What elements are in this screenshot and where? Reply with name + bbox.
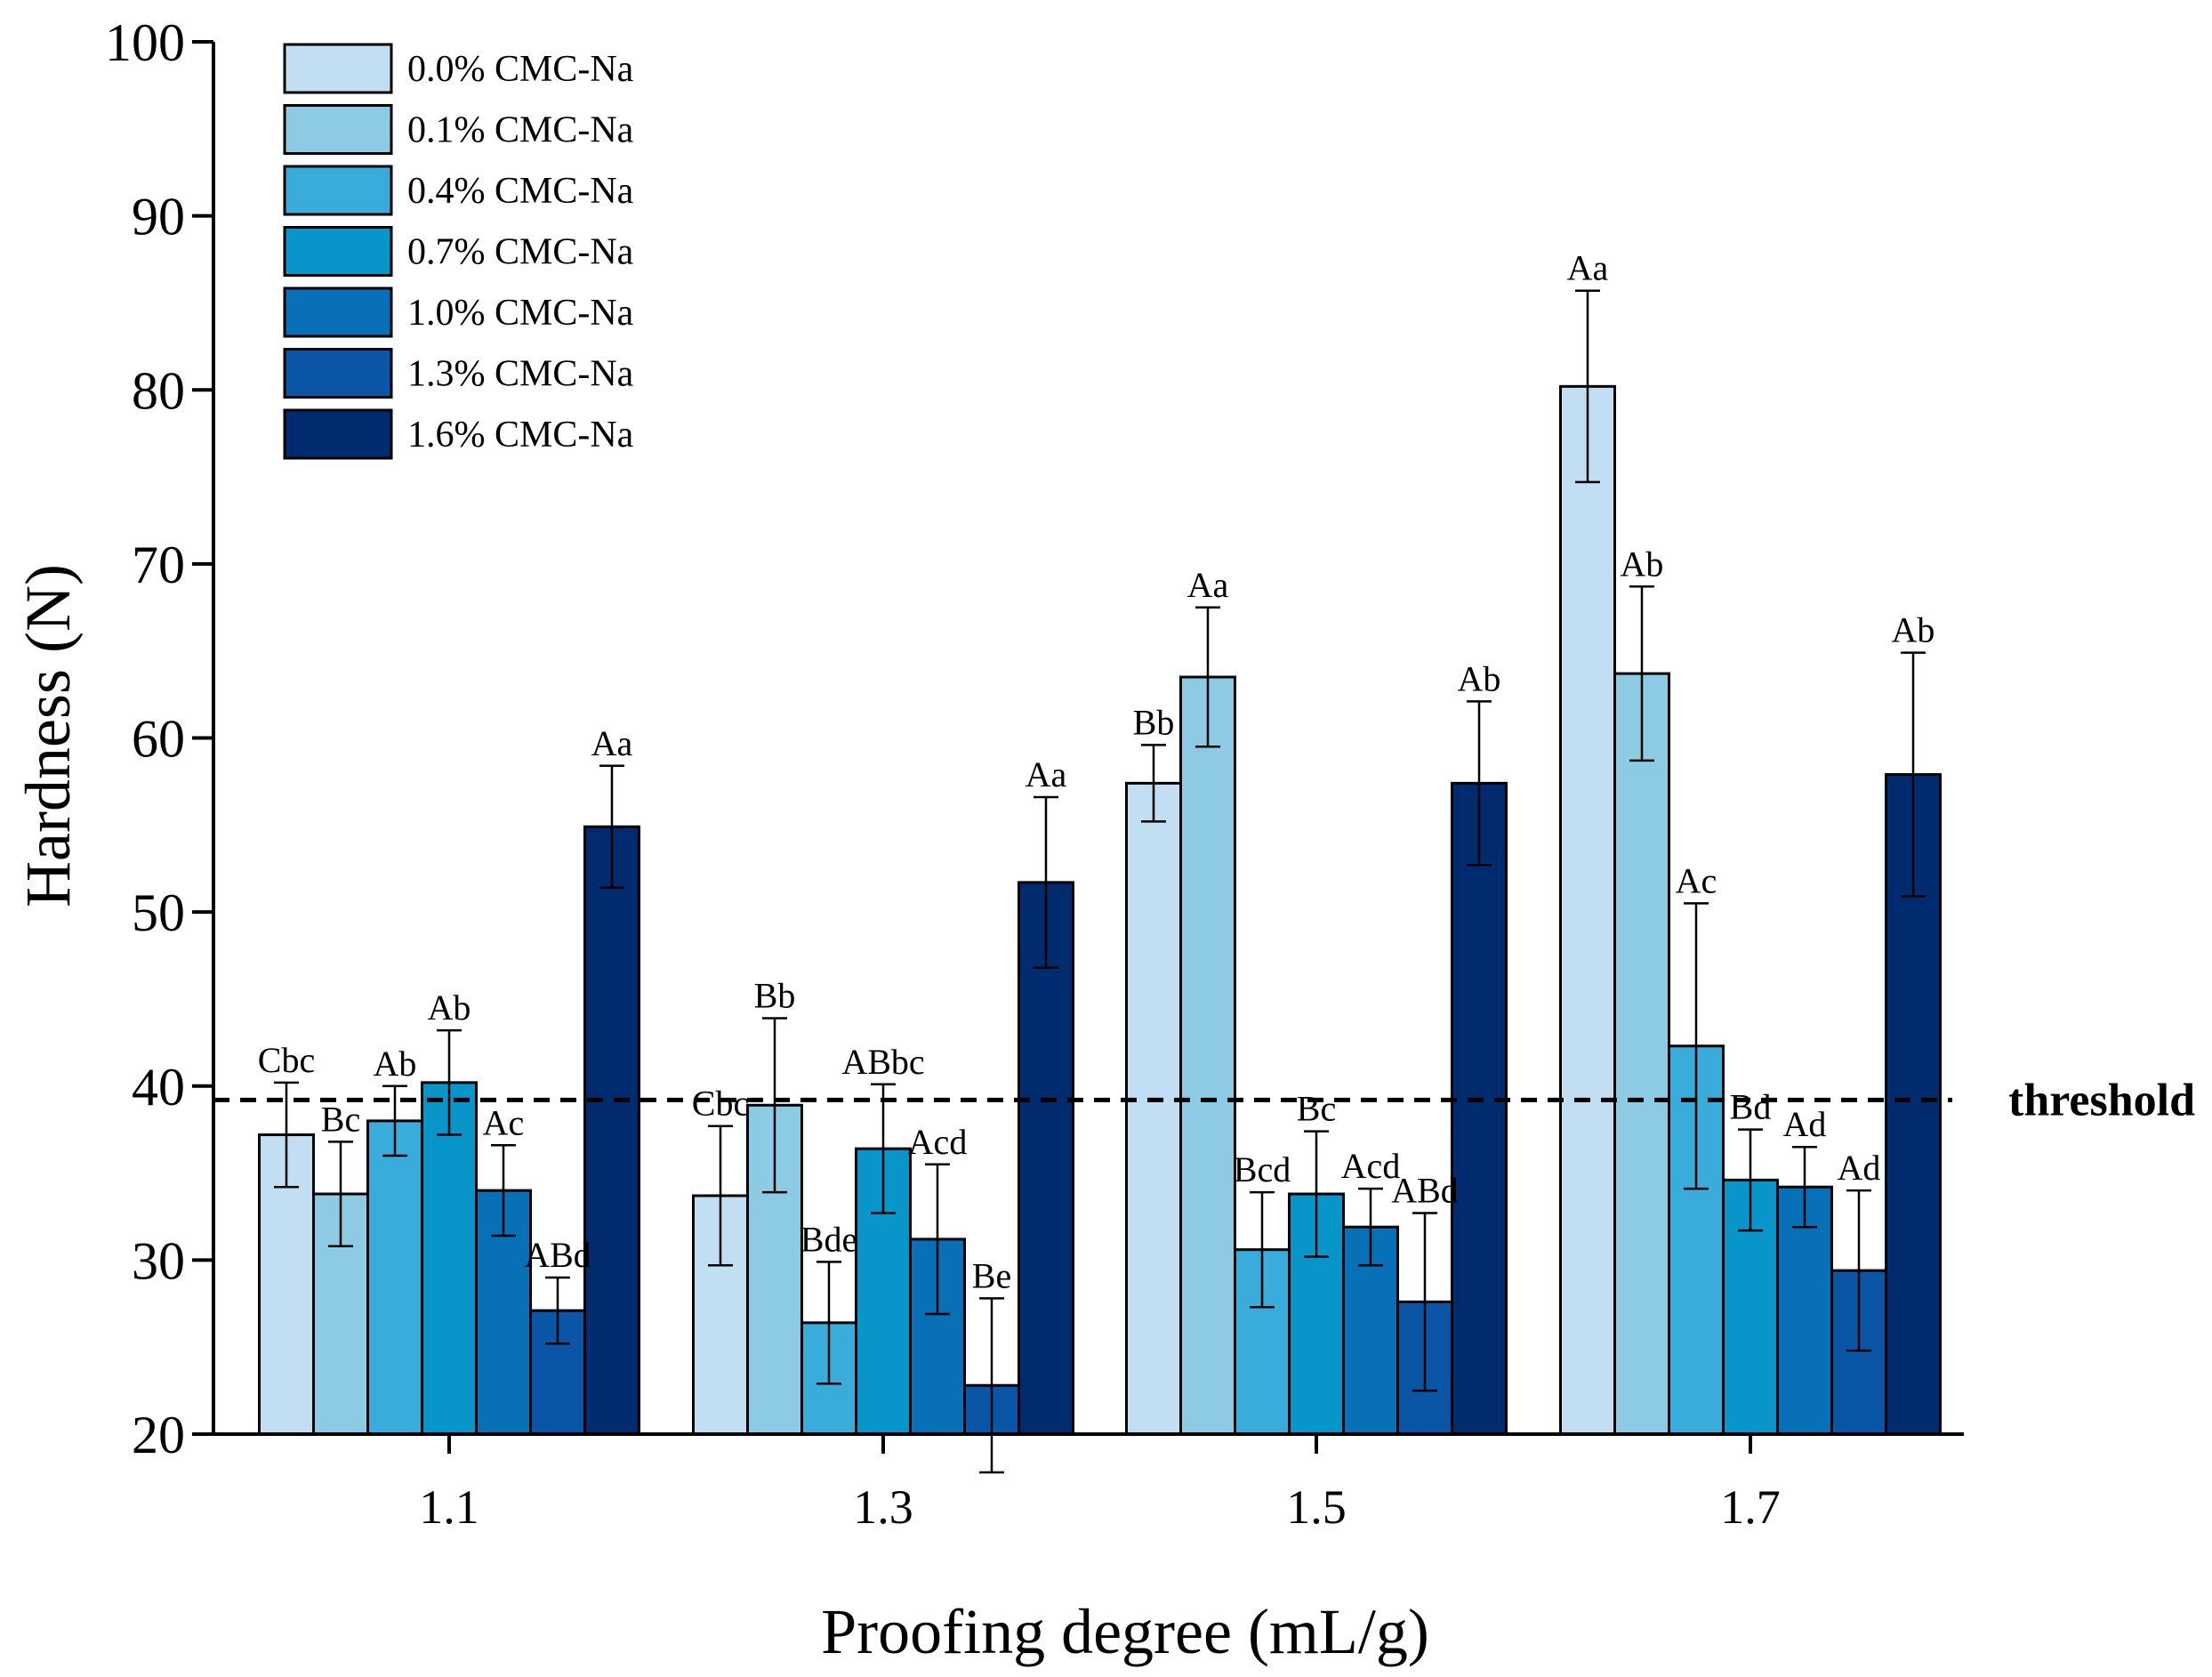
legend-swatch: [283, 286, 393, 338]
significance-label: Cbc: [258, 1040, 315, 1080]
legend-swatch: [283, 43, 393, 94]
significance-label: Bde: [800, 1219, 857, 1259]
legend-label: 0.0% CMC-Na: [407, 49, 634, 90]
significance-label: Aa: [1187, 565, 1229, 605]
significance-label: Ac: [483, 1102, 525, 1142]
significance-label: Aa: [1026, 754, 1067, 794]
threshold-label: threshold: [2008, 1075, 2195, 1125]
significance-label: ABd: [524, 1235, 591, 1275]
bar: [1125, 781, 1182, 1436]
bar: [1559, 384, 1616, 1436]
bar: [746, 1103, 803, 1436]
significance-label: Bcd: [1234, 1149, 1291, 1189]
significance-label: Ad: [1838, 1148, 1881, 1188]
legend-swatch: [283, 408, 393, 460]
significance-label: Ab: [1621, 544, 1664, 584]
x-tick-label: 1.7: [1720, 1480, 1781, 1534]
legend-label: 1.3% CMC-Na: [407, 354, 634, 395]
y-axis-title: Hardness (N): [12, 564, 84, 907]
legend: 0.0% CMC-Na 0.1% CMC-Na 0.4% CMC-Na 0.7% CM…: [283, 43, 634, 460]
significance-label: Be: [972, 1255, 1011, 1295]
significance-label: Bc: [1297, 1089, 1336, 1129]
significance-label: ABbc: [841, 1042, 924, 1082]
legend-label: 0.4% CMC-Na: [407, 171, 634, 212]
y-tick-label: 80: [132, 361, 185, 420]
legend-label: 1.0% CMC-Na: [407, 293, 634, 334]
significance-label: Ab: [374, 1044, 417, 1084]
significance-label: Aa: [591, 723, 633, 763]
y-tick-label: 40: [132, 1058, 185, 1117]
legend-swatch: [283, 104, 393, 155]
legend-label: 0.7% CMC-Na: [407, 232, 634, 273]
bars-layer: [258, 384, 1942, 1436]
significance-label: Bb: [1133, 702, 1175, 742]
bar: [421, 1081, 478, 1436]
axes-layer: 20 30 40 50 60 70 80 90 100 1.1 1.3 1.5 1.7: [105, 13, 1964, 1534]
y-tick-label: 20: [132, 1406, 185, 1464]
x-axis-title: Proofing degree (mL/g): [821, 1596, 1429, 1667]
bar: [1179, 675, 1236, 1436]
legend-swatch: [283, 165, 393, 216]
y-tick-label: 50: [132, 883, 185, 942]
x-tick-label: 1.5: [1286, 1480, 1347, 1534]
significance-label: Ad: [1783, 1104, 1827, 1144]
bar: [1613, 672, 1670, 1436]
bar: [366, 1119, 423, 1436]
y-tick-label: 30: [132, 1231, 185, 1290]
y-tick-label: 100: [105, 13, 185, 72]
y-tick-label: 70: [132, 536, 185, 594]
bar: [1451, 781, 1508, 1436]
data-labels-layer: Cbc Cbc Bb Aa Bc Bb Aa Ab Ab Bde Bcd Ac Ab ABbc Bc Bd Ac…: [258, 248, 1935, 1296]
bar: [583, 825, 640, 1436]
x-tick-label: 1.1: [419, 1480, 479, 1534]
significance-label: ABd: [1391, 1171, 1459, 1211]
y-tick-label: 60: [132, 710, 185, 769]
bar: [1018, 881, 1074, 1436]
significance-label: Ab: [428, 988, 471, 1028]
x-tick-label: 1.3: [853, 1480, 913, 1534]
significance-label: Ab: [1458, 658, 1501, 698]
significance-label: Aa: [1567, 248, 1609, 288]
legend-label: 0.1% CMC-Na: [407, 110, 634, 151]
significance-label: Bc: [321, 1099, 360, 1139]
legend-label: 1.6% CMC-Na: [407, 415, 634, 456]
legend-swatch: [283, 348, 393, 399]
significance-label: Acd: [1341, 1146, 1401, 1186]
legend-swatch: [283, 226, 393, 277]
significance-label: Bd: [1730, 1087, 1772, 1127]
significance-label: Bb: [754, 975, 796, 1015]
significance-label: Cbc: [692, 1084, 749, 1124]
significance-label: Ac: [1676, 860, 1717, 900]
y-tick-label: 90: [132, 188, 185, 246]
significance-label: Ab: [1892, 610, 1935, 650]
error-bars-layer: [274, 289, 1926, 1474]
threshold-layer: threshold: [213, 1075, 2195, 1125]
significance-label: Acd: [908, 1122, 968, 1162]
